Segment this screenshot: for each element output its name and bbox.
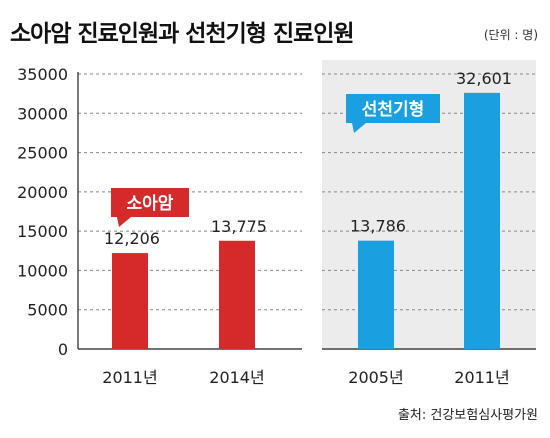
source-label: 출처: 건강보험심사평가원 bbox=[397, 408, 538, 423]
badge-pointer bbox=[352, 123, 366, 133]
data-label: 32,601 bbox=[456, 69, 512, 88]
badge-pointer bbox=[117, 217, 131, 227]
data-label: 13,786 bbox=[350, 217, 406, 236]
x-tick-label: 2014년 bbox=[209, 368, 264, 387]
y-tick-label: 0 bbox=[58, 340, 68, 359]
y-tick-label: 25000 bbox=[17, 144, 68, 163]
bar-선천기형-1 bbox=[464, 92, 500, 349]
series-badge-label: 소아암 bbox=[127, 194, 174, 214]
bar-소아암-1 bbox=[219, 240, 255, 349]
y-tick-label: 15000 bbox=[17, 222, 68, 241]
bar-소아암-0 bbox=[112, 253, 148, 349]
y-tick-label: 30000 bbox=[17, 104, 68, 123]
series-badge bbox=[111, 188, 189, 217]
y-tick-label: 35000 bbox=[17, 65, 68, 84]
data-label: 12,206 bbox=[104, 229, 160, 248]
x-tick-label: 2011년 bbox=[102, 368, 157, 387]
y-tick-label: 10000 bbox=[17, 261, 68, 280]
y-tick-label: 5000 bbox=[27, 301, 68, 320]
series-badge bbox=[346, 94, 440, 123]
y-tick-label: 20000 bbox=[17, 183, 68, 202]
series-badge-label: 선천기형 bbox=[362, 99, 425, 120]
data-label: 13,775 bbox=[211, 217, 267, 236]
chart-title: 소아암 진료인원과 선천기형 진료인원 bbox=[10, 21, 355, 47]
x-tick-label: 2005년 bbox=[348, 368, 403, 387]
bar-선천기형-0 bbox=[358, 240, 394, 349]
unit-label: (단위 : 명) bbox=[483, 28, 538, 42]
x-tick-label: 2011년 bbox=[454, 368, 509, 387]
